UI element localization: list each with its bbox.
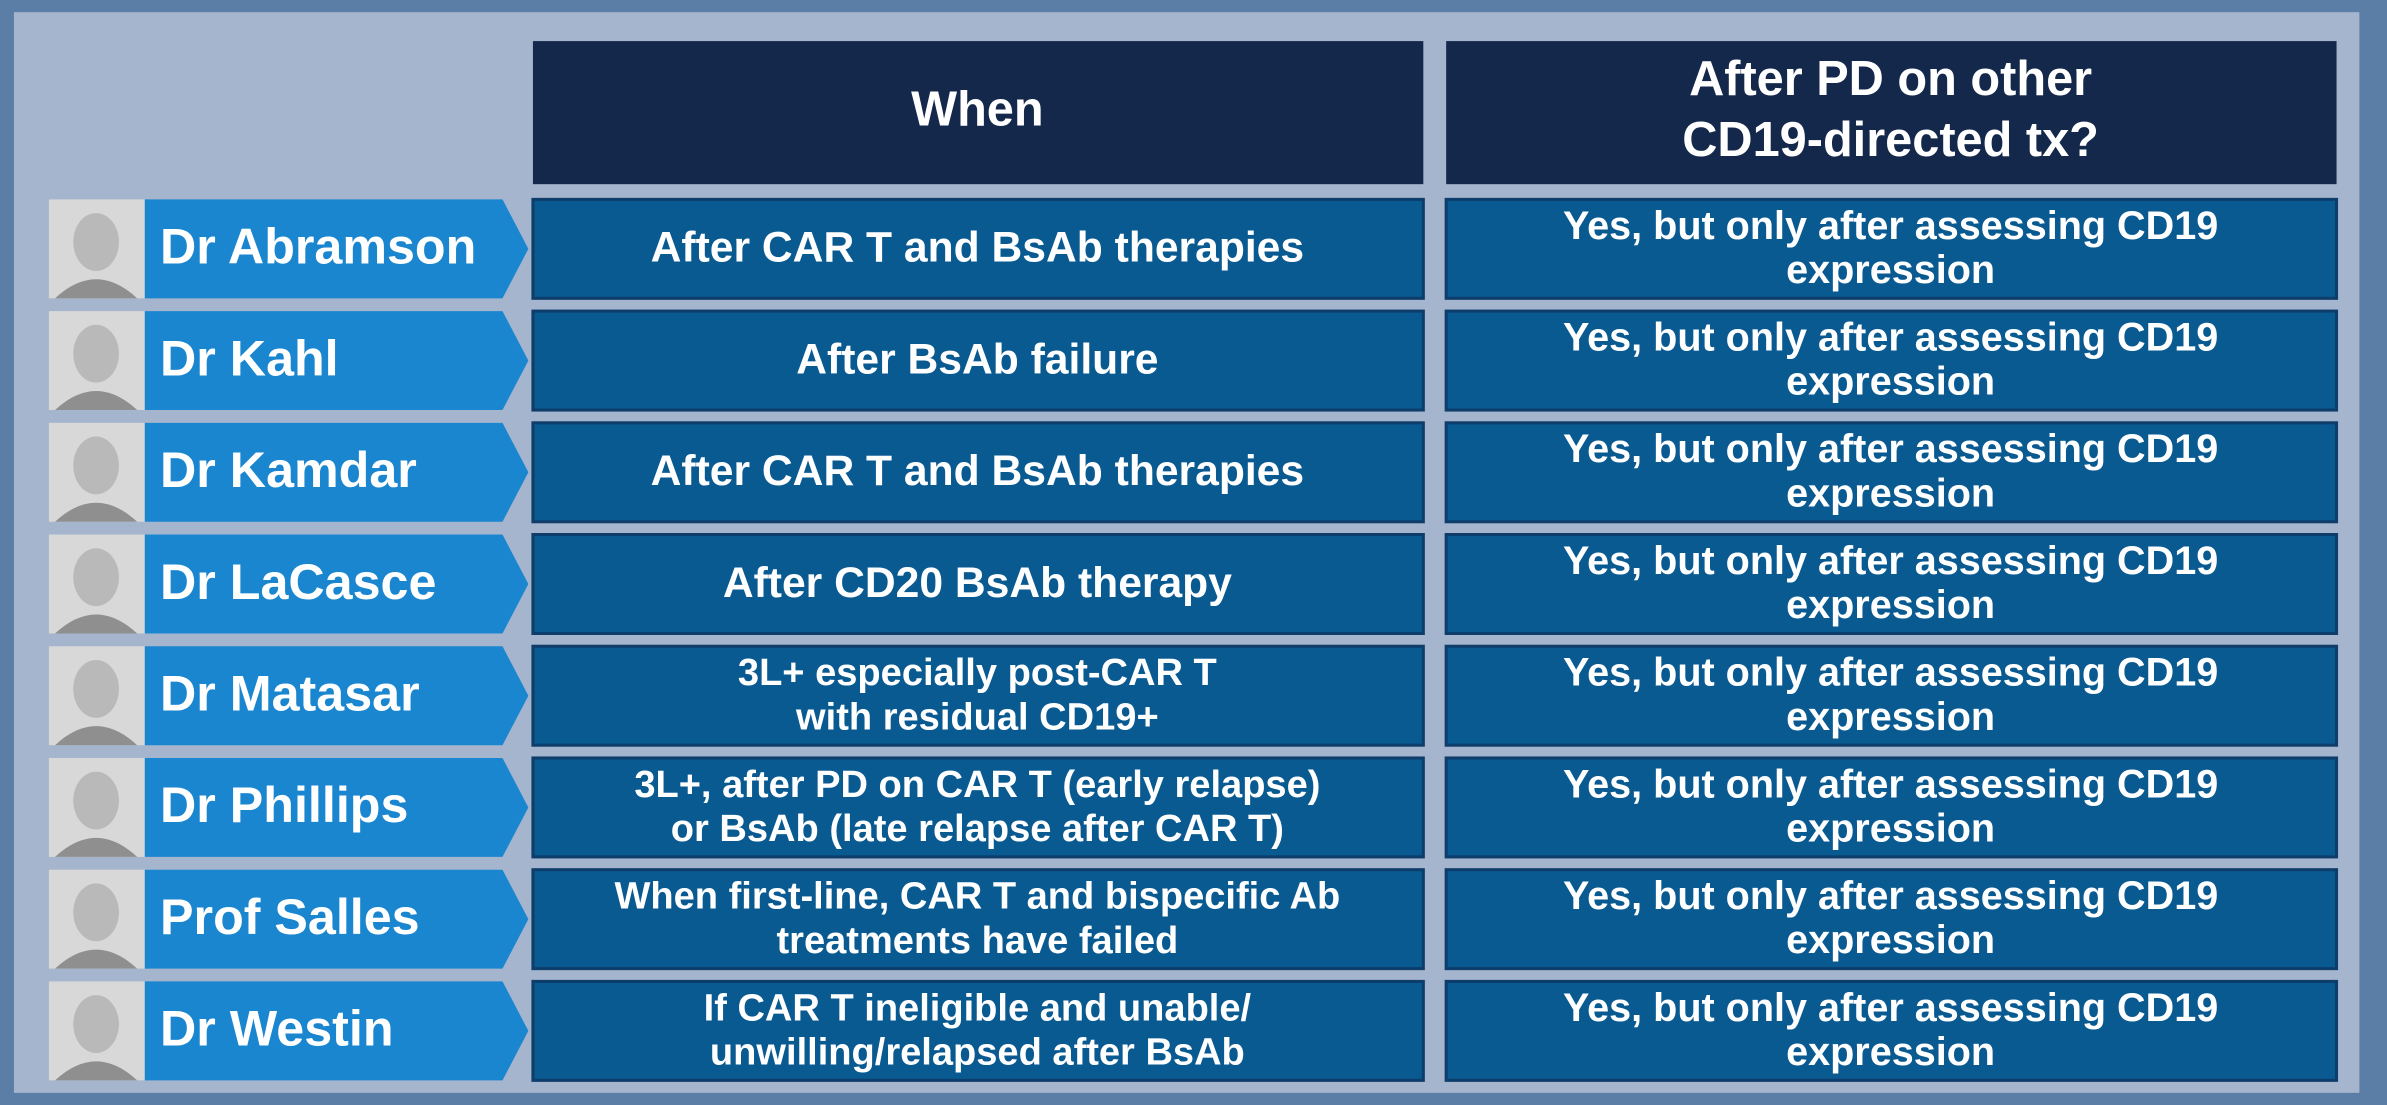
response-text: Yes, but only after assessing CD19 bbox=[1563, 427, 2218, 471]
photo-body bbox=[55, 949, 138, 969]
response-text: Yes, but only after assessing CD19 bbox=[1563, 315, 2218, 359]
response-cell bbox=[1444, 309, 2339, 412]
photo-face bbox=[73, 324, 119, 383]
photo-body bbox=[55, 726, 138, 746]
photo-body bbox=[55, 614, 138, 634]
when-text: After CAR T and BsAb therapies bbox=[651, 224, 1304, 272]
response-text: expression bbox=[1786, 471, 1995, 515]
response-text: Yes, but only after assessing CD19 bbox=[1563, 204, 2218, 248]
when-cell bbox=[531, 421, 1425, 524]
photo-face bbox=[73, 771, 119, 830]
when-text: treatments have failed bbox=[776, 920, 1178, 962]
when-cell bbox=[531, 756, 1425, 859]
name-box bbox=[144, 199, 529, 299]
name-box bbox=[144, 869, 529, 969]
response-text: expression bbox=[1786, 360, 1995, 404]
response-text: expression bbox=[1786, 583, 1995, 627]
name: Dr Westin bbox=[160, 1001, 393, 1057]
header-text: CD19-directed tx? bbox=[1682, 113, 2099, 167]
name-box bbox=[144, 311, 529, 411]
photo-face bbox=[73, 659, 119, 718]
name: Dr Abramson bbox=[160, 219, 476, 275]
photo-body bbox=[55, 837, 138, 857]
name: Dr Kamdar bbox=[160, 442, 417, 498]
response-text: Yes, but only after assessing CD19 bbox=[1563, 762, 2218, 806]
name-box bbox=[144, 981, 529, 1081]
response-cell bbox=[1444, 756, 2339, 859]
when-text: unwilling/relapsed after BsAb bbox=[710, 1032, 1245, 1074]
response-text: expression bbox=[1786, 248, 1995, 292]
when-cell bbox=[531, 868, 1425, 971]
photo-face bbox=[73, 213, 119, 271]
name-box bbox=[144, 422, 529, 522]
name-box bbox=[144, 534, 529, 634]
photo-body bbox=[55, 1061, 138, 1081]
when-text: If CAR T ineligible and unable/ bbox=[704, 987, 1252, 1029]
when-text: When first-line, CAR T and bispecific Ab bbox=[614, 876, 1340, 918]
response-text: expression bbox=[1786, 695, 1995, 739]
response-text: Yes, but only after assessing CD19 bbox=[1563, 874, 2218, 918]
photo-face bbox=[73, 436, 119, 495]
response-text: expression bbox=[1786, 918, 1995, 962]
header-cell bbox=[1446, 41, 2337, 185]
name: Dr Matasar bbox=[160, 666, 420, 722]
response-text: Yes, but only after assessing CD19 bbox=[1563, 986, 2218, 1030]
when-cell bbox=[531, 533, 1425, 635]
photo-face bbox=[73, 883, 119, 942]
when-text: 3L+ especially post-CAR T bbox=[738, 652, 1217, 694]
when-text: After CAR T and BsAb therapies bbox=[651, 447, 1304, 495]
when-text: or BsAb (late relapse after CAR T) bbox=[671, 808, 1284, 850]
photo-body bbox=[55, 502, 138, 522]
name-box bbox=[144, 757, 529, 857]
name: Prof Salles bbox=[160, 889, 420, 945]
header-text: When bbox=[911, 82, 1044, 136]
response-cell bbox=[1444, 421, 2339, 524]
response-text: expression bbox=[1786, 806, 1995, 850]
response-cell bbox=[1444, 533, 2339, 635]
photo-face bbox=[73, 995, 119, 1053]
when-text: with residual CD19+ bbox=[795, 696, 1159, 738]
name: Dr Kahl bbox=[160, 330, 339, 386]
header-cell bbox=[532, 41, 1424, 185]
response-text: Yes, but only after assessing CD19 bbox=[1563, 539, 2218, 583]
photo-body bbox=[55, 391, 138, 411]
when-cell bbox=[531, 979, 1425, 1082]
when-cell bbox=[531, 197, 1425, 300]
response-cell bbox=[1444, 644, 2339, 747]
response-cell bbox=[1444, 197, 2339, 300]
header-text: After PD on other bbox=[1689, 52, 2092, 106]
photo-body bbox=[55, 279, 138, 299]
when-cell bbox=[531, 309, 1425, 412]
photo-face bbox=[73, 548, 119, 607]
when-text: 3L+, after PD on CAR T (early relapse) bbox=[634, 764, 1320, 806]
name-box bbox=[144, 646, 529, 746]
response-text: Yes, but only after assessing CD19 bbox=[1563, 651, 2218, 695]
response-cell bbox=[1444, 868, 2339, 971]
when-text: After CD20 BsAb therapy bbox=[723, 559, 1232, 607]
when-cell bbox=[531, 644, 1425, 747]
response-text: expression bbox=[1786, 1030, 1995, 1074]
name: Dr LaCasce bbox=[160, 554, 436, 610]
name: Dr Phillips bbox=[160, 777, 408, 833]
response-cell bbox=[1444, 979, 2339, 1082]
when-text: After BsAb failure bbox=[796, 335, 1158, 383]
